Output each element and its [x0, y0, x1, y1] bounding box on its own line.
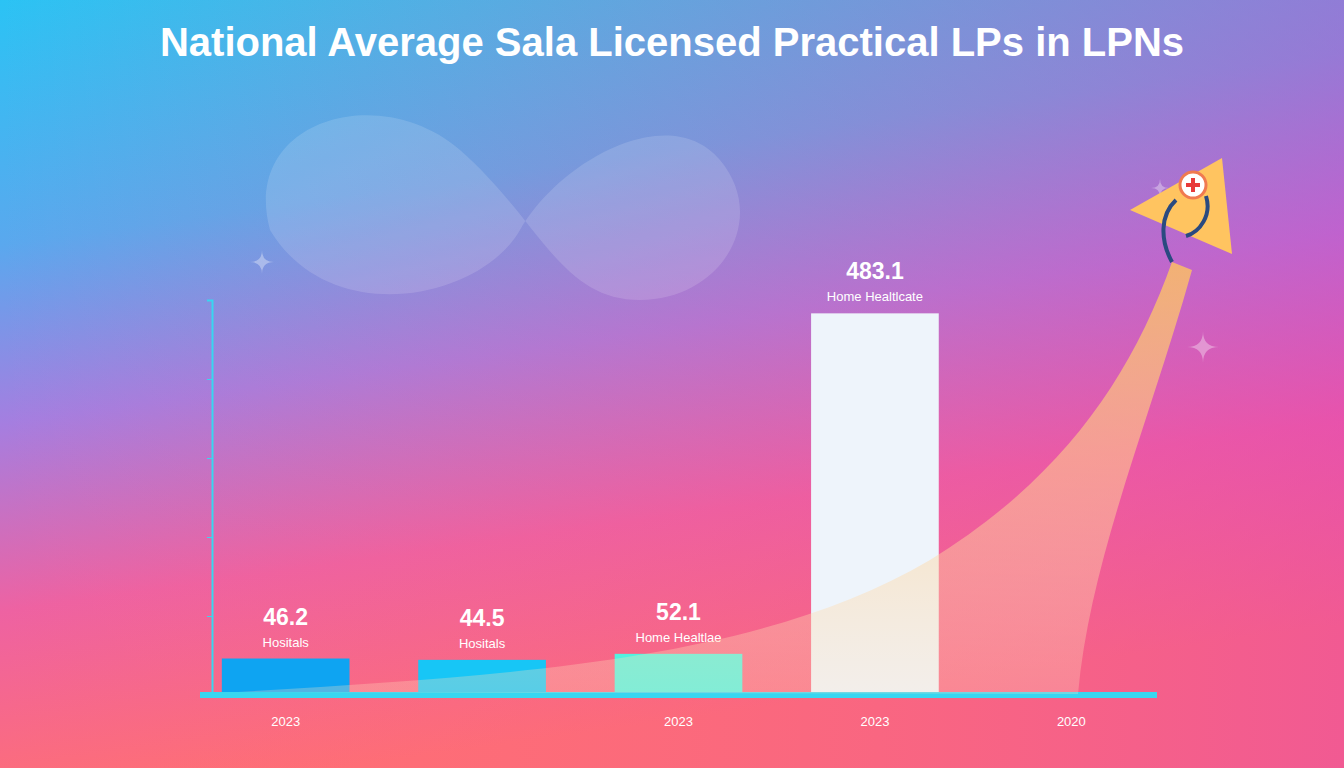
x-axis: 2023 2023 2023 2020 [200, 695, 1157, 729]
data-labels: 46.2Hositals44.5Hositals52.1Home Healtla… [263, 258, 923, 650]
y-tick-mark [207, 300, 212, 301]
data-label: 52.1 [656, 599, 701, 625]
x-tick: 2023 [271, 695, 300, 729]
x-tick-label: 2020 [1057, 714, 1086, 729]
bar-annotation: Hositals [459, 636, 506, 651]
chart: National Average Sala Licensed Practical… [0, 0, 1344, 768]
bar-annotation: Home Healtlcate [827, 289, 923, 304]
data-label: 46.2 [263, 604, 308, 630]
cross-badge [1180, 172, 1206, 198]
x-tick: 2020 [1057, 695, 1086, 729]
data-label: 44.5 [460, 605, 505, 631]
y-tick [207, 458, 212, 459]
sparkle [1187, 331, 1219, 363]
y-tick-mark [207, 458, 212, 459]
y-tick [207, 379, 212, 380]
x-tick-label: 2023 [271, 714, 300, 729]
y-tick-mark [207, 537, 212, 538]
arrow-decoration [1130, 158, 1232, 254]
x-tick-label: 2023 [860, 714, 889, 729]
background-tint [0, 0, 1344, 768]
bar-annotation: Hositals [263, 635, 310, 650]
sparkle [250, 250, 274, 274]
y-tick [207, 300, 212, 301]
swoosh-decoration [238, 262, 1192, 694]
stethoscope-decoration [1163, 196, 1207, 262]
x-tick: 2023 [664, 695, 693, 729]
cross-icon [1186, 178, 1200, 192]
x-tick-label: 2023 [664, 714, 693, 729]
title: National Average Sala Licensed Practical… [160, 20, 1184, 64]
background [0, 0, 1344, 768]
y-tick-mark [207, 695, 212, 696]
y-tick-mark [207, 379, 212, 380]
y-tick-mark [207, 616, 212, 617]
y-axis-line [207, 301, 213, 696]
y-axis [207, 301, 213, 696]
data-label: 483.1 [846, 258, 904, 284]
y-tick [207, 695, 212, 696]
ribbon-decoration [266, 115, 740, 300]
x-tick: 2023 [860, 695, 889, 729]
y-tick [207, 616, 212, 617]
y-tick [207, 537, 212, 538]
